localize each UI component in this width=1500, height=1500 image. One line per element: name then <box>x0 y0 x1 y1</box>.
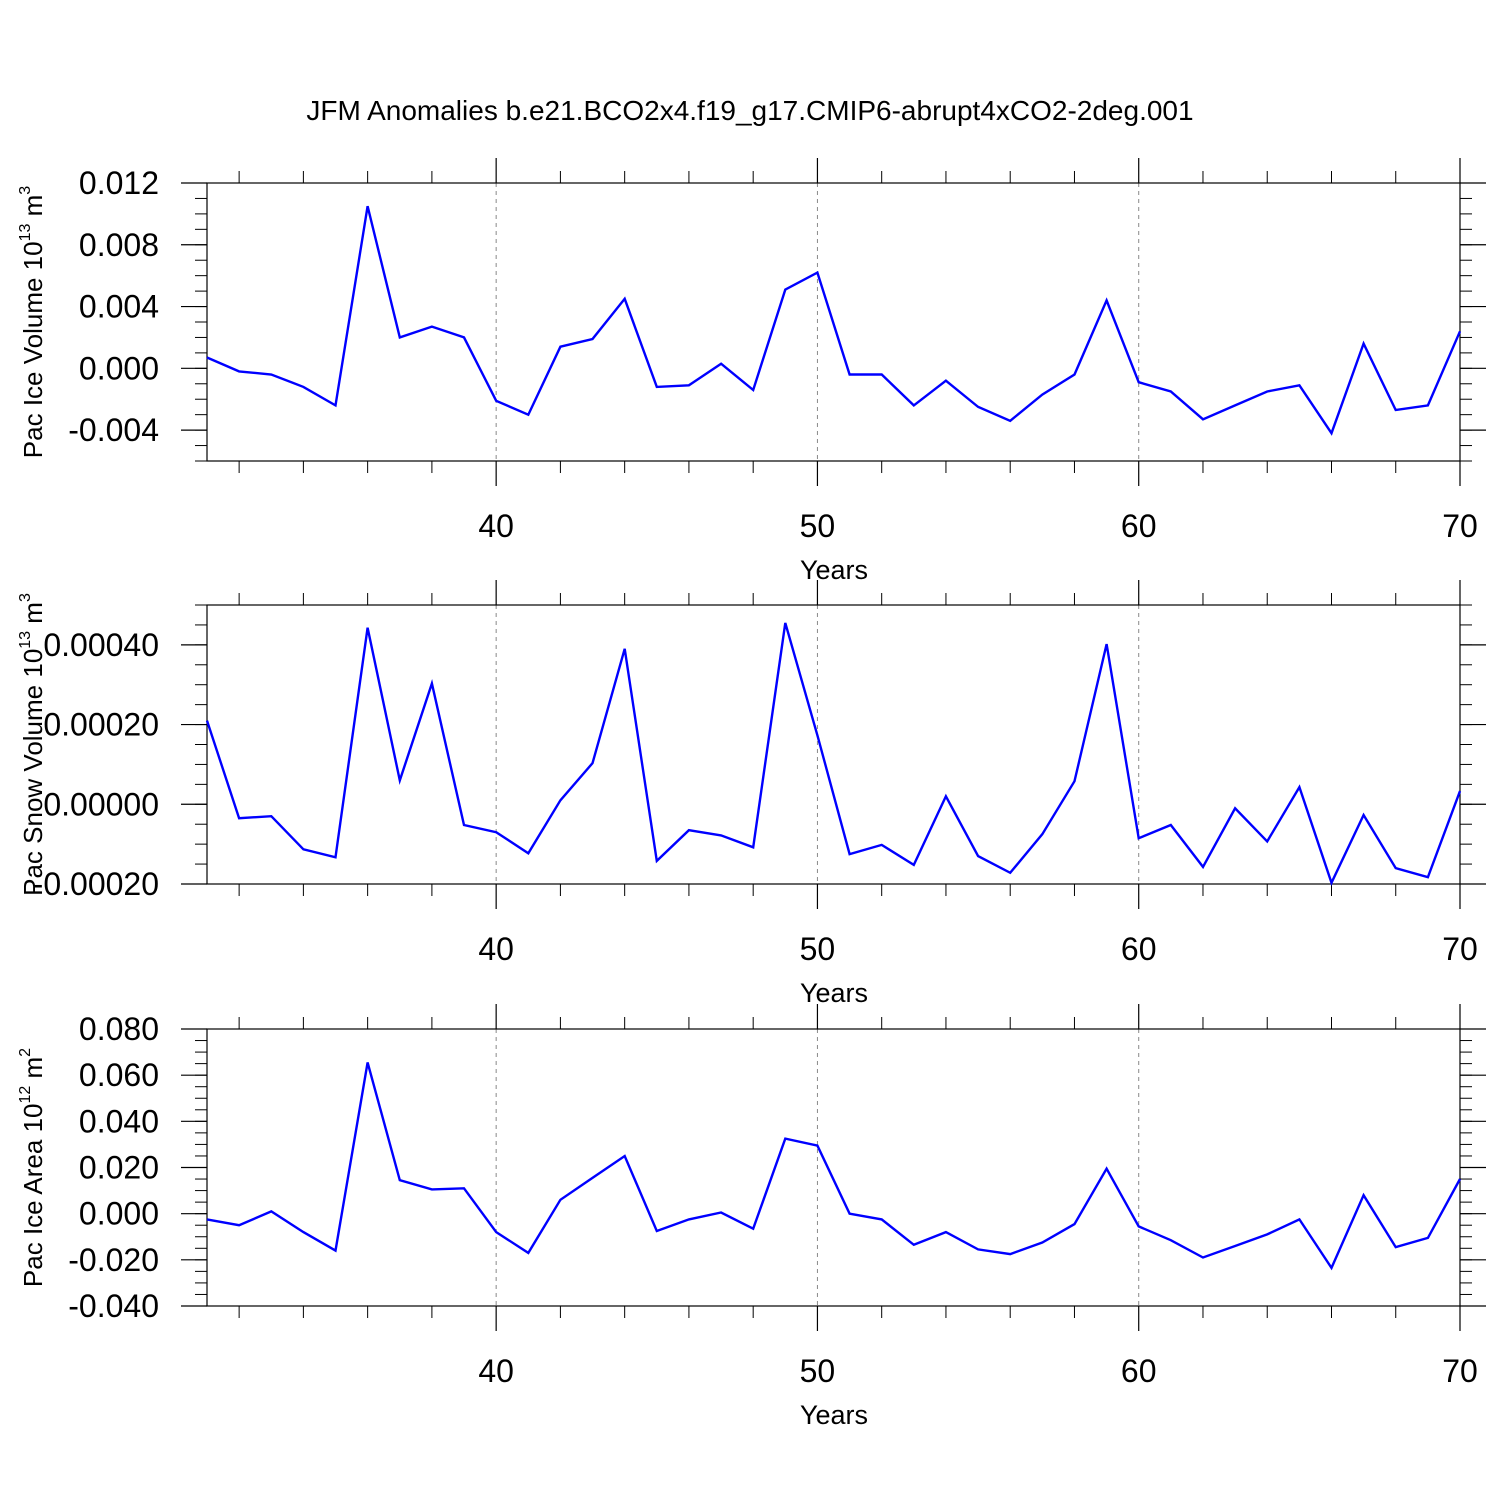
y-tick-label: 0.060 <box>79 1057 159 1093</box>
x-tick-label: 70 <box>1442 508 1478 544</box>
y-tick-label: 0.00000 <box>43 786 159 822</box>
y-axis-label: Pac Snow Volume 1013 m3 <box>17 593 48 896</box>
x-tick-label: 40 <box>478 931 514 967</box>
y-tick-label: 0.040 <box>79 1103 159 1139</box>
y-tick-label: 0.000 <box>79 350 159 386</box>
y-tick-label: 0.008 <box>79 227 159 263</box>
x-tick-label: 50 <box>800 1353 836 1389</box>
x-tick-label: 40 <box>478 1353 514 1389</box>
y-tick-label: 0.00020 <box>43 707 159 743</box>
figure-title: JFM Anomalies b.e21.BCO2x4.f19_g17.CMIP6… <box>306 95 1193 126</box>
y-tick-label: -0.00020 <box>33 866 159 902</box>
x-tick-label: 70 <box>1442 931 1478 967</box>
x-axis-label: Years <box>800 978 868 1008</box>
chart-panel-2: 40 50 60 70 Years -0.00020 0.00000 0.00020 0.000… <box>17 580 1486 1008</box>
y-tick-label: -0.040 <box>68 1288 159 1324</box>
x-tick-label: 60 <box>1121 508 1157 544</box>
series-line <box>205 622 1462 887</box>
series-line <box>206 1062 1462 1271</box>
y-tick-label: 0.080 <box>79 1011 159 1047</box>
y-tick-label: 0.000 <box>79 1196 159 1232</box>
y-tick-label: 0.012 <box>79 165 159 201</box>
x-tick-label: 50 <box>800 508 836 544</box>
y-tick-label: -0.020 <box>68 1242 159 1278</box>
x-tick-label: 50 <box>800 931 836 967</box>
x-tick-label: 60 <box>1121 1353 1157 1389</box>
x-tick-label: 70 <box>1442 1353 1478 1389</box>
chart-panel-1: 40 50 60 70 Years -0.004 0.000 0.004 0.008 0.012 P… <box>17 158 1486 585</box>
x-axis-label: Years <box>800 1400 868 1430</box>
panels: 40 50 60 70 Years -0.004 0.000 0.004 0.008 0.012 P… <box>17 158 1486 1430</box>
y-tick-label: 0.004 <box>79 289 159 325</box>
y-axis-label: Pac Ice Area 1012 m2 <box>17 1048 48 1287</box>
y-tick-label: 0.020 <box>79 1150 159 1186</box>
chart-panel-3: 40 50 60 70 Years -0.040 -0.020 0.000 0.020 0.040… <box>17 1004 1486 1430</box>
plot-frame <box>206 1028 1461 1307</box>
x-axis-label: Years <box>800 555 868 585</box>
y-tick-label: 0.00040 <box>43 627 159 663</box>
x-tick-label: 40 <box>478 508 514 544</box>
y-axis-label: Pac Ice Volume 1013 m3 <box>17 186 48 459</box>
x-tick-label: 60 <box>1121 931 1157 967</box>
series-line <box>206 205 1462 436</box>
plot-frame <box>206 604 1461 885</box>
y-tick-label: -0.004 <box>68 412 159 448</box>
